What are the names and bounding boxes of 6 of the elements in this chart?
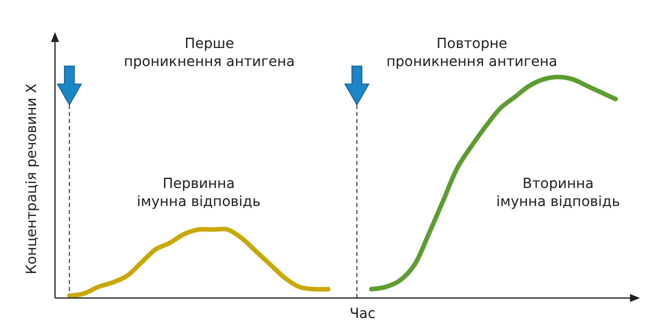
x-axis-title: Час [350,306,376,322]
text: Повторне проникнення антигена [386,36,558,70]
y-axis-title: Концентрація речовини X [24,83,40,274]
text: Перше проникнення антигена [124,36,295,70]
annotation: Вторинна імунна відповідь [496,176,620,210]
annotation: Первинна імунна відповідь [136,176,261,210]
